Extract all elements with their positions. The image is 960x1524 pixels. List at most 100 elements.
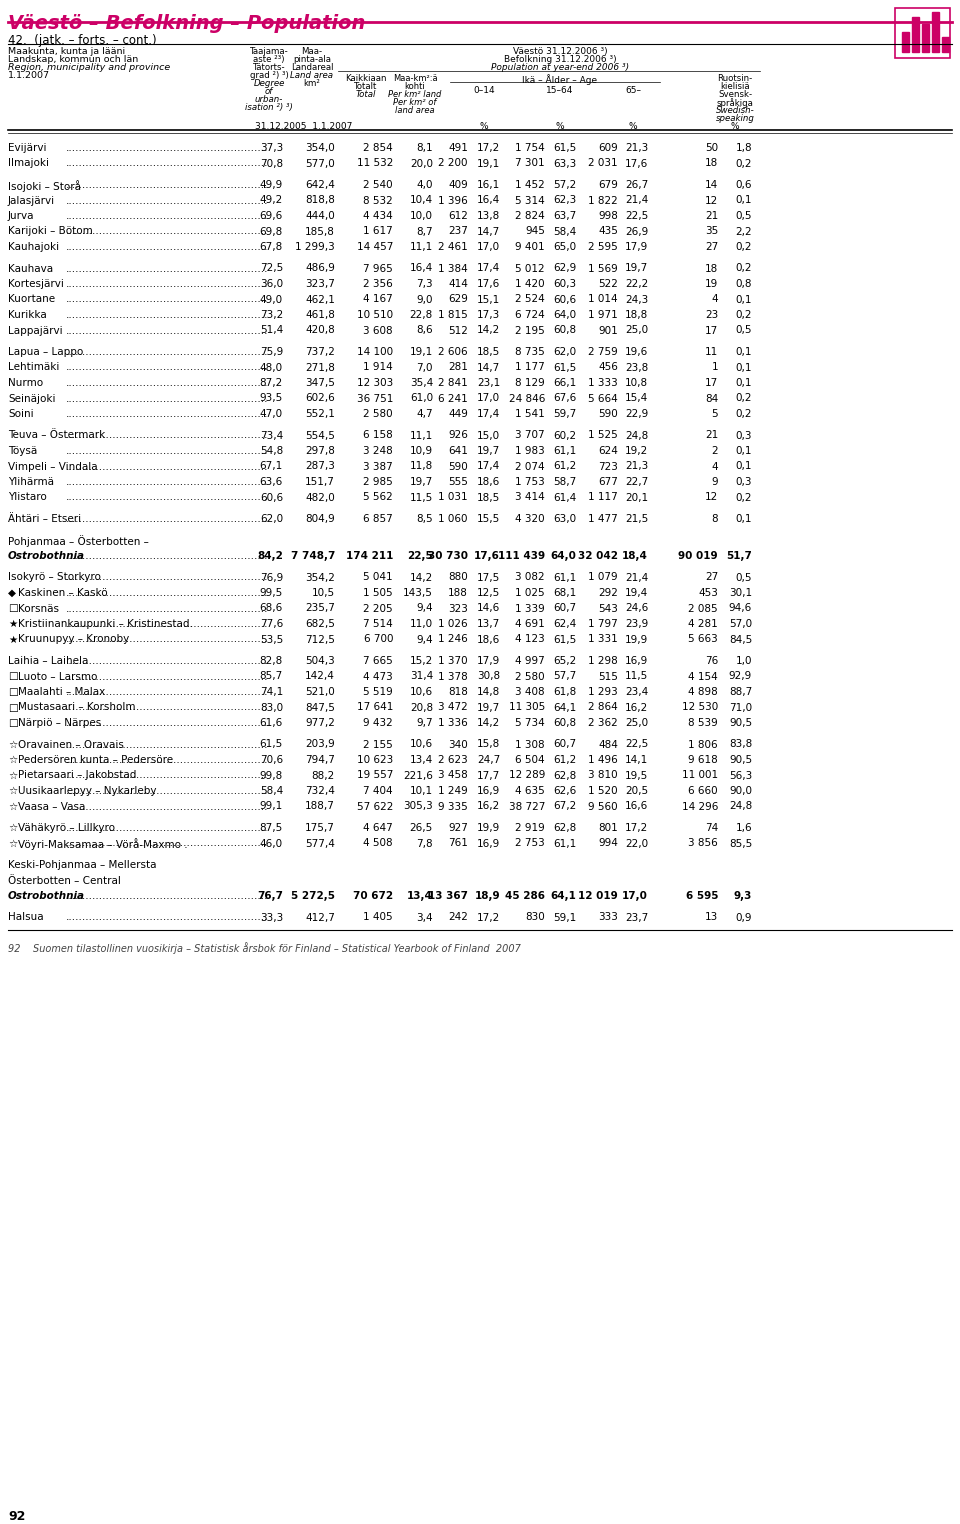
Text: 56,3: 56,3	[729, 771, 752, 780]
Text: ............................................................: ........................................…	[65, 294, 268, 305]
Text: 449: 449	[448, 408, 468, 419]
Text: 20,1: 20,1	[625, 492, 648, 503]
Text: 522: 522	[598, 279, 618, 290]
Text: 2 540: 2 540	[364, 180, 393, 190]
Text: 32 042: 32 042	[578, 552, 618, 561]
Text: 602,6: 602,6	[305, 393, 335, 404]
Text: 5 663: 5 663	[688, 634, 718, 645]
Text: 19,9: 19,9	[625, 634, 648, 645]
Text: 7 665: 7 665	[363, 655, 393, 666]
Text: 18,5: 18,5	[477, 492, 500, 503]
Text: 590: 590	[598, 408, 618, 419]
Text: 35,4: 35,4	[410, 378, 433, 389]
Text: Landskap, kommun och län: Landskap, kommun och län	[8, 55, 138, 64]
Text: 90,5: 90,5	[729, 754, 752, 765]
Text: 67,1: 67,1	[260, 462, 283, 471]
Text: Ruotsin-: Ruotsin-	[717, 75, 753, 82]
Text: Kaikkiaan: Kaikkiaan	[346, 75, 387, 82]
Text: ............................................................: ........................................…	[65, 242, 268, 251]
Text: 4 320: 4 320	[516, 514, 545, 524]
Text: 63,7: 63,7	[553, 210, 576, 221]
Text: 3 472: 3 472	[439, 703, 468, 713]
Text: Ostrobothnia: Ostrobothnia	[8, 552, 85, 561]
Text: 3 248: 3 248	[363, 447, 393, 456]
Text: 12 019: 12 019	[578, 892, 618, 901]
Text: 847,5: 847,5	[305, 703, 335, 713]
Text: 92: 92	[8, 1510, 25, 1522]
Text: ............................................................: ........................................…	[65, 430, 268, 440]
Text: 732,4: 732,4	[305, 786, 335, 796]
Text: Vimpeli – Vindala: Vimpeli – Vindala	[8, 462, 98, 471]
Text: 2 195: 2 195	[516, 326, 545, 335]
Text: 482,0: 482,0	[305, 492, 335, 503]
Text: Österbotten – Central: Österbotten – Central	[8, 875, 121, 885]
Text: Ähtäri – Etseri: Ähtäri – Etseri	[8, 514, 82, 524]
Text: 4 167: 4 167	[363, 294, 393, 305]
Text: 82,8: 82,8	[260, 655, 283, 666]
Text: 9,3: 9,3	[733, 892, 752, 901]
Text: 15,8: 15,8	[477, 739, 500, 750]
Text: 9,0: 9,0	[417, 294, 433, 305]
Text: 521,0: 521,0	[305, 687, 335, 696]
Text: ◆: ◆	[8, 588, 16, 597]
Text: 23,8: 23,8	[625, 363, 648, 372]
Text: 2 200: 2 200	[439, 158, 468, 169]
Text: 17,4: 17,4	[477, 462, 500, 471]
Text: 61,1: 61,1	[553, 447, 576, 456]
Text: 23,7: 23,7	[625, 913, 648, 922]
Text: 67,6: 67,6	[553, 393, 576, 404]
Text: 11,5: 11,5	[625, 672, 648, 681]
Text: 11 305: 11 305	[509, 703, 545, 713]
Text: □: □	[8, 703, 17, 713]
Text: 0,1: 0,1	[735, 447, 752, 456]
Text: 13,4: 13,4	[410, 754, 433, 765]
Text: 17,0: 17,0	[477, 393, 500, 404]
Text: Isokyrö – Storkyro: Isokyrö – Storkyro	[8, 573, 101, 582]
Text: 0,2: 0,2	[735, 492, 752, 503]
Text: 3 414: 3 414	[516, 492, 545, 503]
Text: Soini: Soini	[8, 408, 34, 419]
Text: ............................................................: ........................................…	[65, 477, 268, 488]
Text: Kortesjärvi: Kortesjärvi	[8, 279, 64, 290]
Text: speaking: speaking	[715, 114, 755, 123]
Text: 2 824: 2 824	[516, 210, 545, 221]
Text: 18,6: 18,6	[477, 477, 500, 488]
Text: Uusikaarlepyy – Nykarleby: Uusikaarlepyy – Nykarleby	[18, 786, 156, 796]
Text: Närpiö – Närpes: Närpiö – Närpes	[18, 718, 101, 728]
Text: 4 473: 4 473	[363, 672, 393, 681]
Text: 17: 17	[705, 326, 718, 335]
Text: 5 519: 5 519	[363, 687, 393, 696]
Text: 5 041: 5 041	[364, 573, 393, 582]
Text: 6 660: 6 660	[688, 786, 718, 796]
Bar	[932, 12, 939, 52]
Text: 18,5: 18,5	[477, 347, 500, 357]
Text: 818: 818	[448, 687, 468, 696]
Text: Evijärvi: Evijärvi	[8, 143, 46, 152]
Text: 8: 8	[711, 514, 718, 524]
Text: 33,3: 33,3	[260, 913, 283, 922]
Text: 36 751: 36 751	[356, 393, 393, 404]
Text: 2 085: 2 085	[688, 604, 718, 614]
Text: 4 898: 4 898	[688, 687, 718, 696]
Text: 83,8: 83,8	[729, 739, 752, 750]
Text: 1 117: 1 117	[588, 492, 618, 503]
Text: 515: 515	[598, 672, 618, 681]
Text: 12 289: 12 289	[509, 771, 545, 780]
Text: 30 730: 30 730	[428, 552, 468, 561]
Text: 59,7: 59,7	[553, 408, 576, 419]
Text: 17,4: 17,4	[477, 264, 500, 273]
Text: Per km² of: Per km² of	[394, 98, 437, 107]
Text: 14 100: 14 100	[357, 347, 393, 357]
Text: kohti: kohti	[404, 82, 425, 91]
Text: 323: 323	[448, 604, 468, 614]
Text: 203,9: 203,9	[305, 739, 335, 750]
Text: Kruunupyy – Kronoby: Kruunupyy – Kronoby	[18, 634, 130, 645]
Text: 18,6: 18,6	[477, 634, 500, 645]
Text: Nurmo: Nurmo	[8, 378, 43, 389]
Text: ............................................................: ........................................…	[65, 264, 268, 273]
Text: 12: 12	[705, 492, 718, 503]
Text: 577,0: 577,0	[305, 158, 335, 169]
Text: 1,6: 1,6	[735, 823, 752, 834]
Text: grad ²) ³): grad ²) ³)	[250, 72, 288, 79]
Text: 7,8: 7,8	[417, 838, 433, 849]
